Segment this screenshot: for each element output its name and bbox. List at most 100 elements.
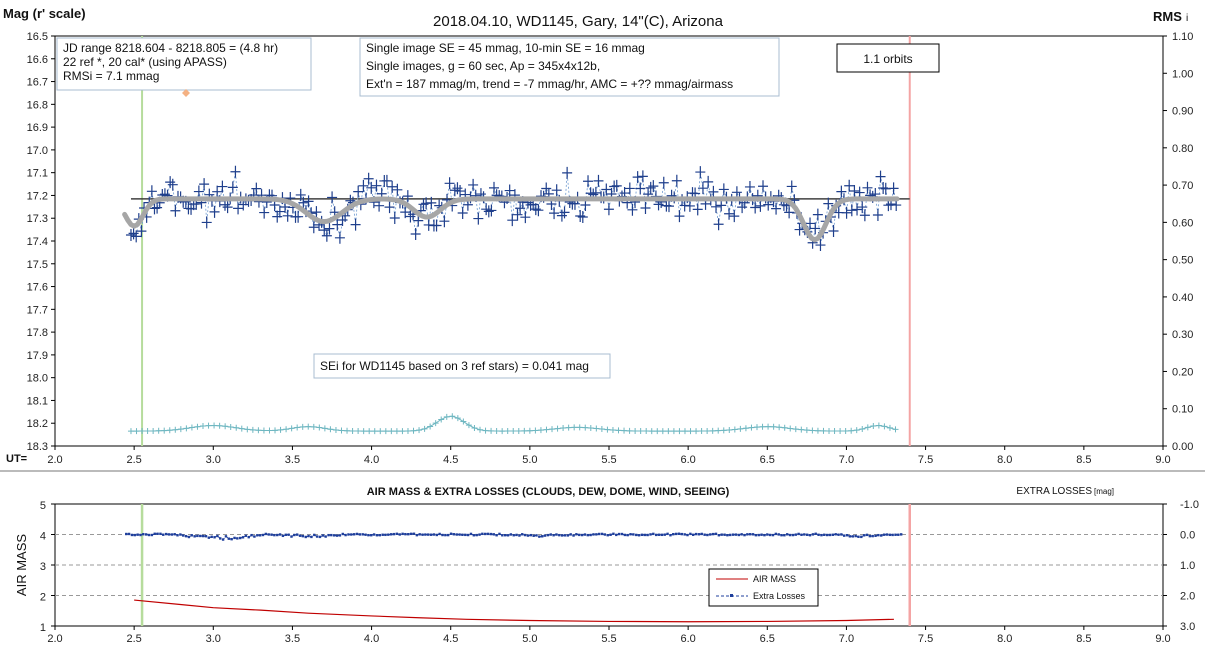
top-x-tick-label: 7.5 xyxy=(918,454,933,466)
bottom-x-tick-label: 4.0 xyxy=(364,633,379,645)
extra-losses-point xyxy=(489,532,493,536)
top-left-tick-label: 17.3 xyxy=(27,213,48,225)
extra-losses-point xyxy=(256,534,259,537)
rms-point xyxy=(765,423,772,430)
magnitude-point xyxy=(332,218,343,231)
magnitude-point xyxy=(298,196,309,209)
extra-losses-point xyxy=(381,533,384,536)
extra-losses-point xyxy=(227,537,230,540)
top-right-axis-label-suffix: i xyxy=(1186,13,1188,24)
top-x-tick-label: 3.5 xyxy=(285,454,300,466)
top-x-tick-label: 6.0 xyxy=(680,454,695,466)
extra-losses-point xyxy=(213,536,216,539)
rms-point xyxy=(693,428,700,435)
rms-point xyxy=(371,428,378,435)
extra-losses-point xyxy=(572,534,575,537)
magnitude-point xyxy=(334,231,345,244)
magnitude-point xyxy=(828,225,839,238)
magnitude-point xyxy=(295,188,306,201)
extra-losses-point xyxy=(324,535,327,538)
rms-point xyxy=(471,424,478,431)
top-left-tick-label: 17.5 xyxy=(27,259,48,271)
info-box: Single image SE = 45 mmag, 10-min SE = 1… xyxy=(359,37,780,97)
magnitude-point xyxy=(859,209,870,222)
extra-losses-point xyxy=(358,533,362,536)
rms-point xyxy=(853,427,860,434)
orange-marker-icon xyxy=(182,89,190,97)
extra-losses-point xyxy=(791,533,795,537)
magnitude-point xyxy=(551,184,562,197)
rms-point xyxy=(233,424,240,431)
extra-losses-point xyxy=(617,532,621,536)
bottom-right-tick-label: 0.0 xyxy=(1180,530,1195,542)
extra-losses-point xyxy=(318,535,322,539)
rms-point xyxy=(460,418,467,425)
extra-losses-point xyxy=(597,532,601,536)
extra-losses-point xyxy=(623,533,627,537)
rms-point xyxy=(321,425,328,432)
extra-losses-point xyxy=(412,532,416,535)
extra-losses-point xyxy=(541,535,544,538)
extra-losses-point xyxy=(777,533,780,536)
magnitude-point xyxy=(128,227,139,240)
rms-point xyxy=(576,424,583,431)
extra-losses-point xyxy=(173,533,176,536)
extra-losses-point xyxy=(492,533,495,536)
top-left-tick-label: 17.8 xyxy=(27,327,48,339)
rms-point xyxy=(393,428,400,435)
extra-losses-point xyxy=(486,532,490,536)
magnitude-point xyxy=(603,203,614,216)
extra-losses-point xyxy=(555,533,558,536)
magnitude-point xyxy=(857,201,868,214)
extra-losses-point xyxy=(868,534,872,538)
single-images-line: Single images, g = 60 sec, Ap = 345x4x12… xyxy=(366,59,600,73)
sei-box: SEi for WD1145 based on 3 ref stars) = 0… xyxy=(313,353,611,379)
rms-point xyxy=(609,427,616,434)
magnitude-point xyxy=(410,228,421,241)
extra-losses-point xyxy=(851,535,854,538)
extra-losses-point xyxy=(558,533,561,537)
top-left-tick-label: 17.9 xyxy=(27,350,48,362)
magnitude-point xyxy=(624,182,635,195)
top-right-tick-label: 0.70 xyxy=(1172,180,1193,192)
top-left-tick-label: 18.1 xyxy=(27,395,48,407)
bottom-left-tick-label: 2 xyxy=(40,592,46,604)
magnitude-point xyxy=(533,204,544,217)
top-x-tick-label: 5.5 xyxy=(601,454,616,466)
rms-point xyxy=(748,424,755,431)
extra-losses-point xyxy=(840,533,843,536)
rms-point xyxy=(532,427,539,434)
rms-point xyxy=(643,428,650,435)
rms-point xyxy=(255,427,262,434)
extra-losses-point xyxy=(714,532,718,536)
extra-losses-point xyxy=(421,533,424,536)
magnitude-point xyxy=(165,176,176,189)
rms-point xyxy=(715,427,722,434)
extra-losses-point xyxy=(843,534,846,537)
rms-point xyxy=(632,427,639,434)
rms-point xyxy=(626,427,633,434)
magnitude-point xyxy=(862,181,873,194)
rms-point xyxy=(831,428,838,435)
magnitude-point xyxy=(308,221,319,234)
extra-losses-point xyxy=(717,534,721,537)
extra-losses-point xyxy=(734,533,738,536)
rms-point xyxy=(338,427,345,434)
rms-point xyxy=(183,425,190,432)
rms-point xyxy=(582,424,589,431)
rms-point xyxy=(848,427,855,434)
extra-losses-point xyxy=(589,533,592,537)
extra-losses-point xyxy=(563,534,567,537)
top-right-tick-label: 0.80 xyxy=(1172,143,1193,155)
fit-line xyxy=(122,196,900,243)
rms-point xyxy=(355,428,362,435)
magnitude-point xyxy=(212,185,223,198)
rms-point xyxy=(731,426,738,433)
extra-losses-point xyxy=(253,535,256,538)
rms-point xyxy=(283,426,290,433)
bottom-right-axis-label: EXTRA LOSSES xyxy=(1016,486,1092,497)
top-right-tick-label: 0.50 xyxy=(1172,255,1193,267)
extra-losses-point xyxy=(190,534,193,537)
rms-point xyxy=(388,428,395,435)
rms-point xyxy=(770,423,777,430)
